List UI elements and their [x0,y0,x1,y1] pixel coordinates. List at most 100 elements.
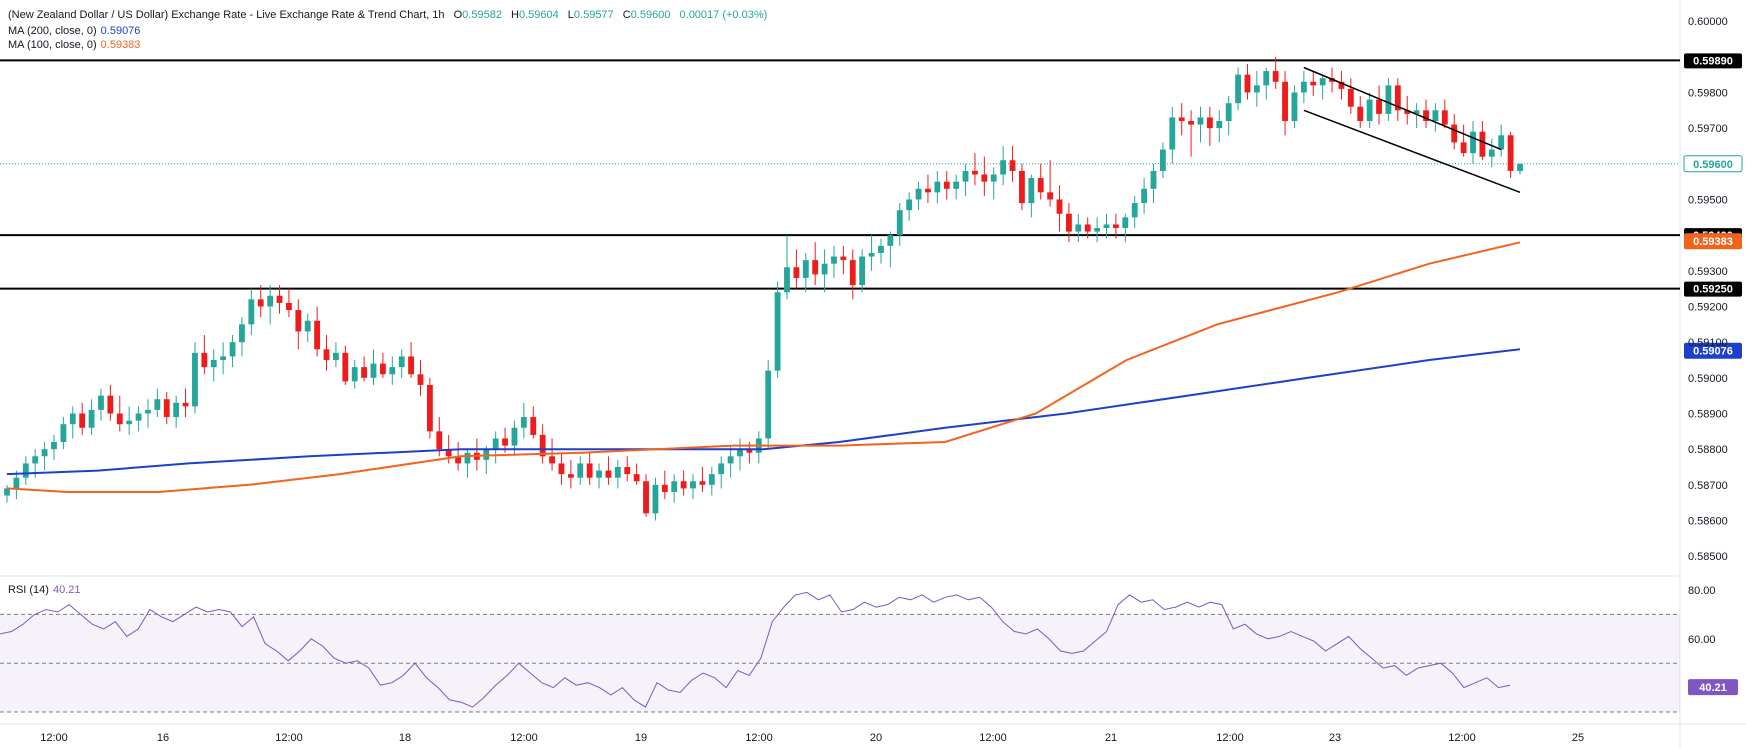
candle-body [417,374,424,385]
rsi-tick-label: 60.00 [1688,634,1716,646]
candle-body [906,199,913,211]
candle-body [915,188,922,200]
time-tick-label: 20 [870,732,882,744]
candle-body [1413,110,1420,114]
candle [1479,121,1486,161]
candle [690,474,696,500]
candle [304,313,311,343]
candle-body [257,299,264,307]
candle [1244,63,1251,100]
candle [1084,217,1091,239]
channel-lines [1303,66,1521,194]
time-tick-label: 18 [399,732,411,744]
candle [765,359,772,450]
candle [596,463,602,489]
candle [267,285,274,325]
candle [558,452,565,485]
candle-body [962,170,969,182]
candle [727,445,734,478]
candle [981,156,988,196]
moving-averages [6,241,1521,493]
candle [1394,78,1401,122]
ma200-value: 0.59076 [100,25,141,37]
candle-body [1291,92,1298,122]
time-tick-label: 12:00 [1216,732,1244,744]
candle-body [379,363,386,375]
candle [718,456,725,489]
candle [98,388,104,421]
candle [1272,56,1279,89]
candle-body [614,466,621,478]
ma200-legend[interactable]: MA (200, close, 0) 0.59076 [8,24,140,38]
candle [220,342,227,375]
time-tick-label: 12:00 [275,732,303,744]
candle-body [831,256,837,264]
candle-body [1498,135,1505,150]
candle-body [239,324,245,343]
candle [802,252,809,293]
candle [379,352,386,378]
candle [361,356,368,382]
channel-lower-line [1303,109,1521,194]
candle-body [483,449,490,460]
candle [1451,113,1458,150]
candle-body [1188,121,1195,125]
candle [1319,74,1326,100]
candle-body [793,267,800,278]
candle-body [1131,203,1138,218]
open-label: O [453,9,463,21]
candle [1376,85,1382,125]
candle-body [1282,81,1288,122]
price-tick-label: 0.59200 [1688,301,1728,313]
candle-body [887,235,894,246]
close-value: 0.59600 [630,9,671,21]
candle-body [229,342,236,357]
candle [567,459,574,489]
candle-body [79,413,86,428]
candle [812,242,819,286]
candle-body [192,352,198,407]
candle-body [276,295,283,303]
candle-body [1357,106,1364,122]
candle-body [1366,99,1373,122]
candle [1235,67,1241,111]
candle-body [690,481,696,489]
candle [755,431,762,464]
candle [887,231,894,268]
candle [1150,163,1157,204]
time-axis[interactable]: 12:00 16 12:00 18 12:00 19 12:00 20 12:00 21 12:00… [40,732,1584,744]
candle-body [1451,124,1458,143]
candle [182,388,189,418]
candle-body [1347,88,1354,107]
high-value: 0.59604 [518,9,559,21]
candle [1019,163,1025,211]
ma100-value: 0.59383 [100,39,141,51]
price-axis[interactable]: 0.60000 0.59800 0.59700 0.59500 0.59300 0.592… [1688,16,1728,563]
candle-body [784,267,790,293]
candle-body [925,188,931,193]
rsi-legend[interactable]: RSI (14) 40.21 [8,583,81,597]
candle [1338,71,1345,100]
ma100-legend[interactable]: MA (100, close, 0) 0.59383 [8,38,140,52]
candle-body [22,463,29,478]
candle [126,406,133,435]
candle [1423,99,1429,129]
candle [323,335,330,371]
candle-body [821,263,828,275]
candle-body [1507,135,1514,171]
candle [1075,213,1082,243]
time-tick-label: 12:00 [510,732,538,744]
candle-body [163,399,170,418]
rsi-value: 40.21 [52,584,81,596]
candle [13,470,20,500]
candle [953,174,960,200]
candle [464,449,471,478]
candle [417,359,424,396]
candle [1291,85,1298,129]
candle-body [774,292,781,371]
candle [1159,142,1166,179]
time-tick-label: 12:00 [40,732,68,744]
candle [295,299,302,350]
candle [784,235,790,300]
